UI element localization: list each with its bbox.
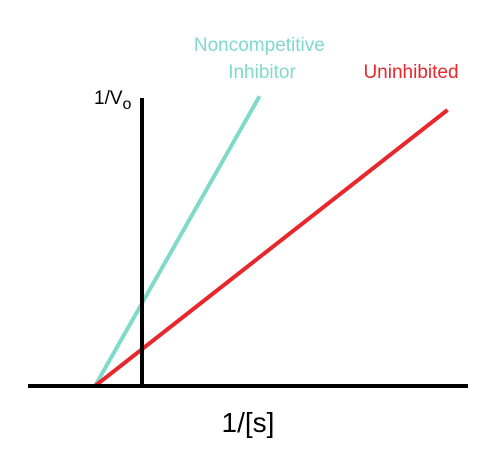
- series-label-line: Noncompetitive: [194, 35, 325, 56]
- series-label-line: Inhibitor: [228, 62, 296, 83]
- series-label-uninhibited: Uninhibited: [363, 62, 458, 83]
- series-line-uninhibited: [93, 108, 449, 388]
- y-axis-label: 1/Vo: [94, 88, 132, 113]
- series-label-line: Uninhibited: [363, 62, 458, 83]
- series-line-noncompetitive-inhibitor: [93, 95, 262, 387]
- x-axis-label: 1/[s]: [222, 407, 275, 438]
- y-axis-label-subscript: o: [123, 96, 132, 113]
- series-label-noncompetitive-inhibitor: Noncompetitive Inhibitor: [194, 35, 330, 83]
- series-layer: [93, 95, 449, 388]
